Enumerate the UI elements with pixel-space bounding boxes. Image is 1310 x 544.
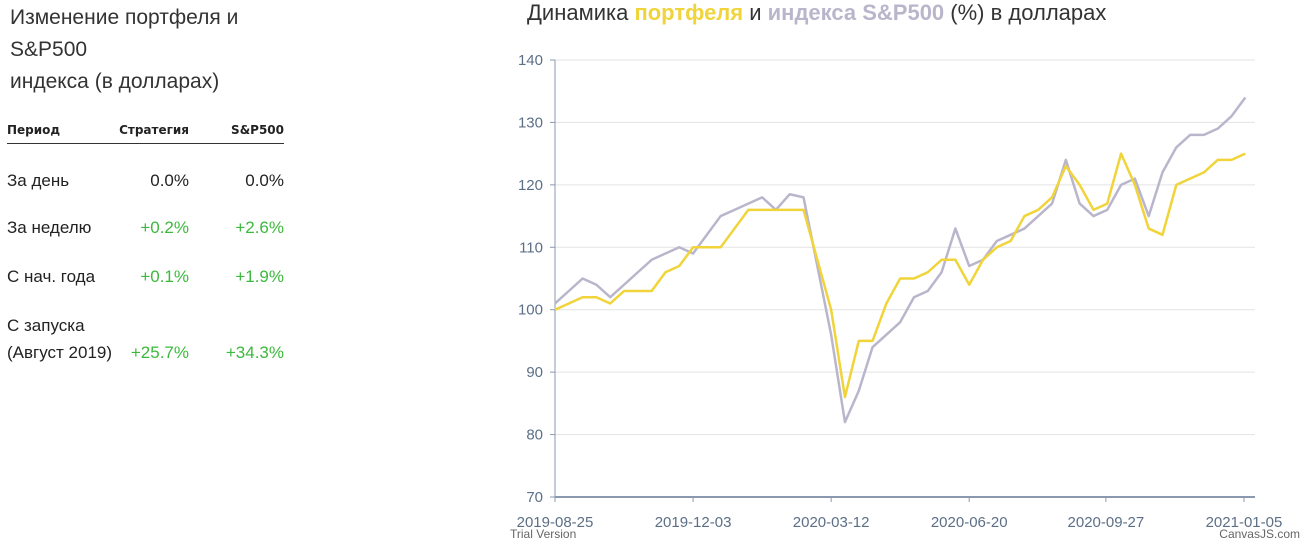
strategy-value: +0.2% bbox=[140, 218, 189, 237]
x-tick-label: 2019-08-25 bbox=[517, 514, 594, 531]
title-part: Динамика bbox=[527, 0, 634, 25]
strategy-value: 0.0% bbox=[150, 171, 189, 190]
y-tick-label: 90 bbox=[526, 364, 543, 381]
panel-title: индекса (в долларах) bbox=[10, 70, 220, 93]
index-value: +2.6% bbox=[235, 218, 284, 237]
period: За день bbox=[7, 171, 70, 190]
panel-title: Изменение портфеля и bbox=[10, 6, 239, 29]
series-line bbox=[554, 152, 1246, 399]
watermark: CanvasJS.com bbox=[1219, 527, 1300, 541]
watermark: Trial Version bbox=[510, 527, 576, 541]
index-value: +34.3% bbox=[225, 343, 284, 362]
y-tick-label: 80 bbox=[526, 427, 543, 444]
x-tick-label: 2020-03-12 bbox=[793, 514, 870, 531]
summary-panel: Изменение портфеля и S&P500 индекса (в д… bbox=[0, 0, 300, 544]
title-part: портфеля bbox=[634, 0, 743, 25]
table-header: Период bbox=[7, 123, 61, 137]
y-tick-label: 140 bbox=[518, 52, 543, 69]
title-part: индекса S&P500 bbox=[768, 0, 945, 25]
y-tick-label: 70 bbox=[526, 489, 543, 506]
index-value: +1.9% bbox=[235, 267, 284, 286]
y-tick-label: 130 bbox=[518, 114, 543, 131]
table-header: S&P500 bbox=[231, 123, 284, 137]
title-part: и bbox=[743, 0, 768, 25]
period: За неделю bbox=[7, 218, 92, 237]
x-tick-label: 2020-09-27 bbox=[1068, 514, 1145, 531]
y-tick-label: 110 bbox=[519, 239, 543, 256]
y-tick-label: 120 bbox=[518, 177, 543, 194]
period: С запуска (Август 2019) bbox=[7, 316, 113, 362]
table-header: Стратегия bbox=[119, 123, 189, 137]
x-tick-label: 2020-06-20 bbox=[931, 514, 1008, 531]
chart-title: Динамика портфеля и индекса S&P500 (%) в… bbox=[527, 0, 1106, 25]
index-value: 0.0% bbox=[245, 171, 284, 190]
title-part: (%) в долларах bbox=[944, 0, 1106, 25]
header-rule bbox=[7, 143, 284, 144]
x-tick-label: 2021-01-05 bbox=[1206, 514, 1283, 531]
period: С нач. года bbox=[7, 267, 96, 286]
y-tick-label: 100 bbox=[518, 302, 543, 319]
panel-title: S&P500 bbox=[10, 38, 88, 61]
x-tick-label: 2019-12-03 bbox=[655, 514, 732, 531]
series-line bbox=[554, 96, 1247, 424]
strategy-value: +25.7% bbox=[130, 343, 189, 362]
strategy-value: +0.1% bbox=[140, 267, 189, 286]
